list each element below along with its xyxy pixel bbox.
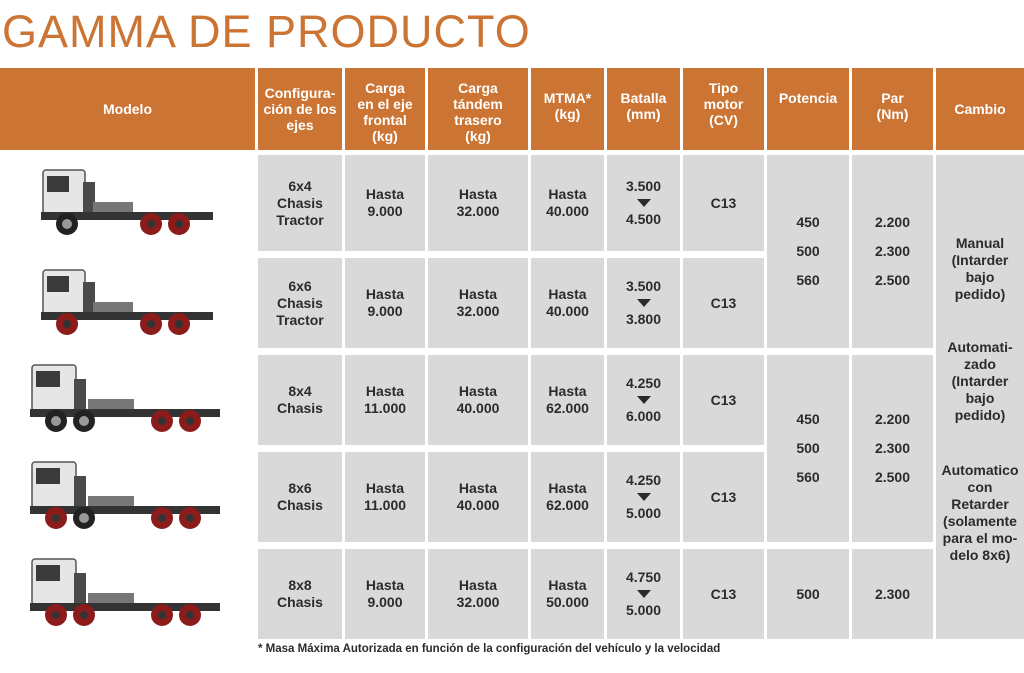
row-5-carga-frontal: Hasta 9.000 (345, 549, 425, 639)
par-group-3: 2.300 (852, 549, 933, 639)
header-par: Par (Nm) (852, 68, 933, 150)
row-4-batalla: 4.250 5.000 (607, 452, 680, 542)
cambio-manual: Manual (Intarder bajo pedido) (951, 235, 1009, 302)
row-1-carga-tandem: Hasta 32.000 (428, 155, 528, 251)
range-arrow-icon (636, 199, 651, 207)
row-3-motor: C13 (683, 355, 764, 445)
truck-8x4-image (0, 353, 255, 445)
row-3-mtma: Hasta 62.000 (531, 355, 604, 445)
row-3-config: 8x4 Chasis (258, 355, 342, 445)
header-batalla: Batalla (mm) (607, 68, 680, 150)
chassis-truck-8x8-icon (29, 558, 220, 626)
chassis-truck-8x4-icon (29, 364, 220, 432)
row-3-batalla: 4.250 6.000 (607, 355, 680, 445)
row-2-batalla: 3.500 3.800 (607, 258, 680, 348)
row-4-motor: C13 (683, 452, 764, 542)
cambio-automatico: Automatico con Retarder (solamente para … (941, 462, 1019, 563)
potencia-group-3: 500 (767, 549, 849, 639)
header-config: Configura- ción de los ejes (258, 68, 342, 150)
truck-6x4-image (0, 153, 255, 251)
range-arrow-icon (636, 493, 651, 501)
row-2-motor: C13 (683, 258, 764, 348)
row-5-batalla: 4.750 5.000 (607, 549, 680, 639)
row-2-mtma: Hasta 40.000 (531, 258, 604, 348)
truck-8x6-image (0, 450, 255, 542)
row-1-mtma: Hasta 40.000 (531, 155, 604, 251)
header-carga-frontal: Carga en el eje frontal (kg) (345, 68, 425, 150)
row-4-carga-frontal: Hasta 11.000 (345, 452, 425, 542)
header-potencia: Potencia (767, 68, 849, 150)
row-3-carga-tandem: Hasta 40.000 (428, 355, 528, 445)
truck-8x8-image (0, 547, 255, 639)
header-carga-tandem: Carga tándem trasero (kg) (428, 68, 528, 150)
row-1-config: 6x4 Chasis Tractor (258, 155, 342, 251)
cambio-automatizado: Automati- zado (Intarder bajo pedido) (947, 339, 1013, 423)
cambio-column: Manual (Intarder bajo pedido) Automati- … (936, 155, 1024, 639)
header-mtma: MTMA* (kg) (531, 68, 604, 150)
tractor-truck-6x6-icon (40, 269, 213, 335)
par-group-1: 2.200 2.300 2.500 (852, 155, 933, 348)
row-5-carga-tandem: Hasta 32.000 (428, 549, 528, 639)
chassis-truck-8x6-icon (29, 461, 220, 529)
row-4-mtma: Hasta 62.000 (531, 452, 604, 542)
header-modelo: Modelo (0, 68, 255, 150)
row-3-carga-frontal: Hasta 11.000 (345, 355, 425, 445)
row-2-carga-frontal: Hasta 9.000 (345, 258, 425, 348)
page-title: GAMMA DE PRODUCTO (2, 6, 531, 57)
row-5-config: 8x8 Chasis (258, 549, 342, 639)
row-1-batalla: 3.500 4.500 (607, 155, 680, 251)
potencia-group-1: 450 500 560 (767, 155, 849, 348)
row-2-config: 6x6 Chasis Tractor (258, 258, 342, 348)
par-group-2: 2.200 2.300 2.500 (852, 355, 933, 542)
row-1-carga-frontal: Hasta 9.000 (345, 155, 425, 251)
row-5-mtma: Hasta 50.000 (531, 549, 604, 639)
row-2-carga-tandem: Hasta 32.000 (428, 258, 528, 348)
row-4-config: 8x6 Chasis (258, 452, 342, 542)
header-tipo-motor: Tipo motor (CV) (683, 68, 764, 150)
potencia-group-2: 450 500 560 (767, 355, 849, 542)
range-arrow-icon (636, 590, 651, 598)
footnote: * Masa Máxima Autorizada en función de l… (258, 643, 721, 655)
row-4-carga-tandem: Hasta 40.000 (428, 452, 528, 542)
range-arrow-icon (636, 299, 651, 307)
truck-6x6-image (0, 256, 255, 348)
header-cambio: Cambio (936, 68, 1024, 150)
tractor-truck-6x4-icon (40, 169, 213, 235)
range-arrow-icon (636, 396, 651, 404)
row-5-motor: C13 (683, 549, 764, 639)
row-1-motor: C13 (683, 155, 764, 251)
